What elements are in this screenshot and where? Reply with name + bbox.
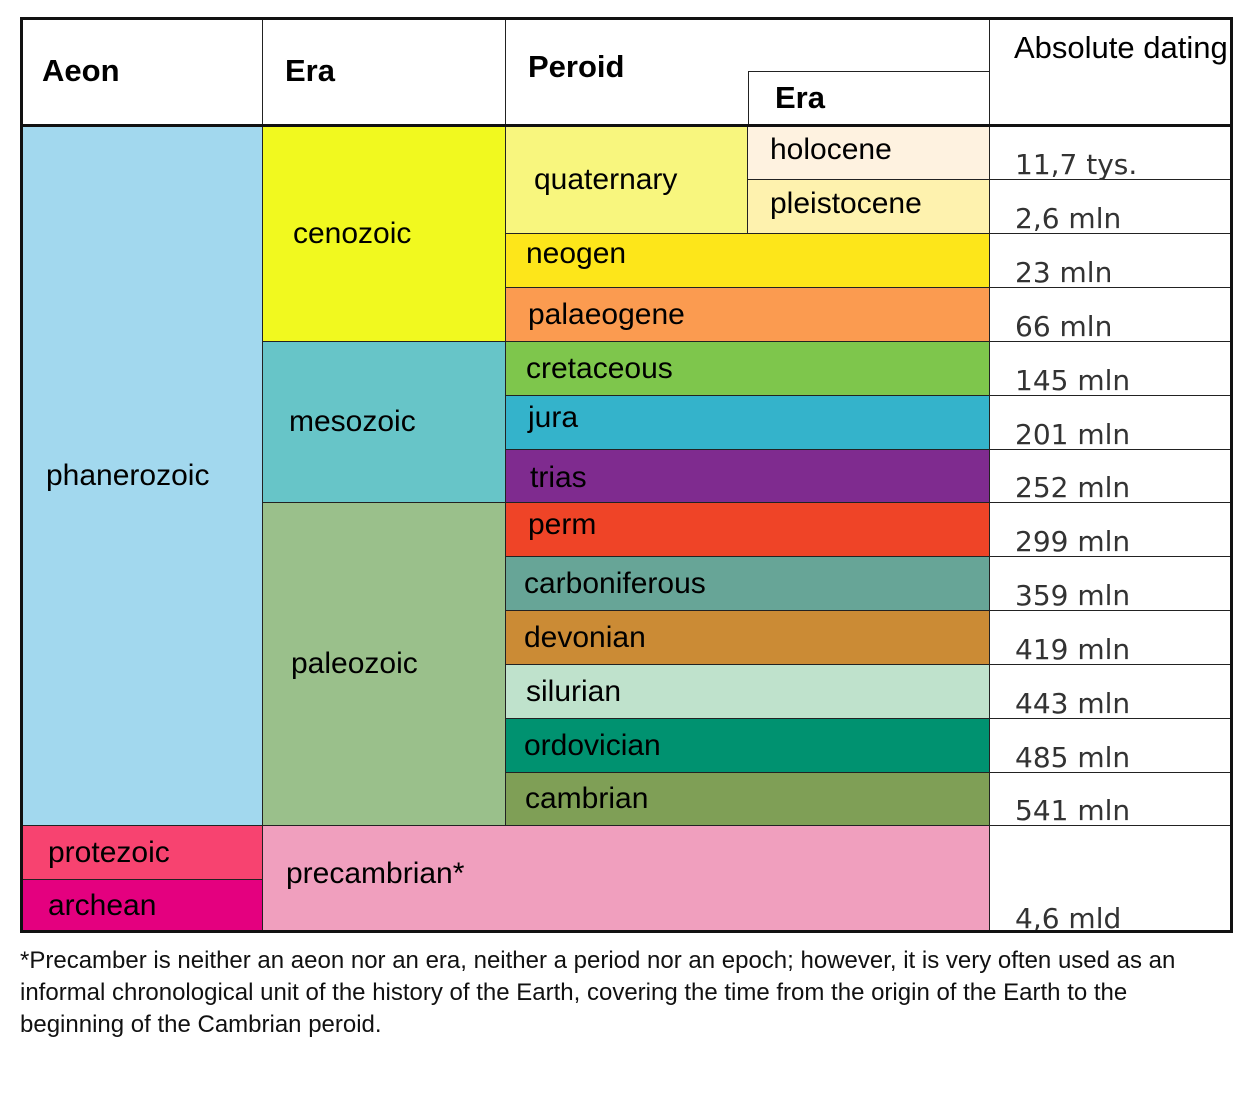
dating-cell: 66 mln bbox=[990, 288, 1233, 342]
dating-cell: 359 mln bbox=[990, 557, 1233, 611]
dating-cell: 201 mln bbox=[990, 396, 1233, 450]
header-aeon: Aeon bbox=[20, 17, 263, 125]
era-mesozoic: mesozoic bbox=[263, 342, 506, 503]
geologic-time-table: Aeon Era Peroid Era Absolute dating phan… bbox=[20, 17, 1233, 933]
period-silurian: silurian bbox=[506, 665, 990, 719]
header-era: Era bbox=[263, 17, 506, 125]
aeon-archean: archean bbox=[20, 880, 263, 933]
header-dating: Absolute dating bbox=[990, 17, 1233, 125]
period-devonian: devonian bbox=[506, 611, 990, 665]
dating-cell: 145 mln bbox=[990, 342, 1233, 396]
footnote: *Precamber is neither an aeon nor an era… bbox=[20, 947, 1176, 1038]
dating-cell: 419 mln bbox=[990, 611, 1233, 665]
dating-cell: 252 mln bbox=[990, 450, 1233, 503]
header-divider bbox=[20, 124, 1233, 127]
period-trias: trias bbox=[506, 450, 990, 503]
dating-cell: 11,7 tys. bbox=[990, 126, 1233, 180]
aeon-phanerozoic: phanerozoic bbox=[20, 126, 263, 826]
dating-cell: 485 mln bbox=[990, 719, 1233, 773]
epoch-holocene: holocene bbox=[748, 126, 990, 180]
period-jura: jura bbox=[506, 396, 990, 450]
era-cenozoic: cenozoic bbox=[263, 126, 506, 342]
period-palaeogene: palaeogene bbox=[506, 288, 990, 342]
header-epoch: Era bbox=[748, 71, 990, 125]
era-paleozoic: paleozoic bbox=[263, 503, 506, 826]
period-carboniferous: carboniferous bbox=[506, 557, 990, 611]
period-perm: perm bbox=[506, 503, 990, 557]
period-cretaceous: cretaceous bbox=[506, 342, 990, 396]
dating-cell: 443 mln bbox=[990, 665, 1233, 719]
aeon-protezoic: protezoic bbox=[20, 826, 263, 880]
dating-cell: 23 mln bbox=[990, 234, 1233, 288]
period-ordovician: ordovician bbox=[506, 719, 990, 773]
period-quaternary: quaternary bbox=[506, 126, 748, 234]
dating-cell: 4,6 mld bbox=[1015, 902, 1122, 935]
period-neogen: neogen bbox=[506, 234, 990, 288]
epoch-pleistocene: pleistocene bbox=[748, 180, 990, 234]
dating-cell: 299 mln bbox=[990, 503, 1233, 557]
era-precambrian: precambrian* bbox=[263, 826, 990, 933]
dating-cell: 2,6 mln bbox=[990, 180, 1233, 234]
period-cambrian: cambrian bbox=[506, 773, 990, 826]
dating-cell: 541 mln bbox=[990, 773, 1233, 826]
